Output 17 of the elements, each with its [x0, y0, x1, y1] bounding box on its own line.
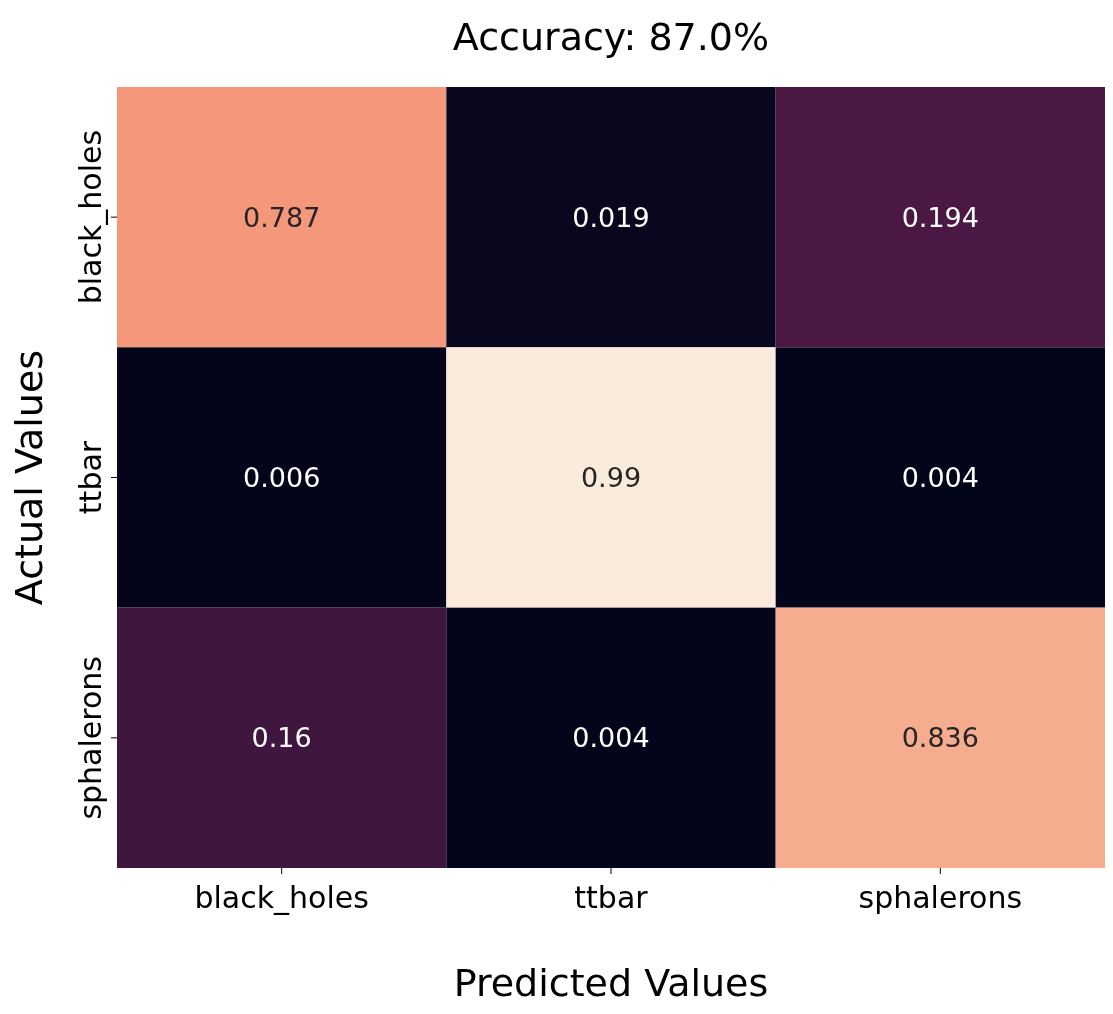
data-label: 0.16 — [251, 722, 312, 754]
x-tick-label: ttbar — [574, 880, 649, 915]
chart-title: Accuracy: 87.0% — [452, 15, 770, 59]
data-label: 0.004 — [572, 722, 650, 754]
data-label: 0.99 — [580, 461, 642, 493]
data-label: 0.836 — [901, 722, 979, 754]
x-tick-label: sphalerons — [858, 880, 1023, 915]
y-tick-label: black_holes — [73, 129, 108, 305]
y-tick-label: ttbar — [73, 440, 108, 515]
x-axis-title: Predicted Values — [453, 961, 769, 1005]
y-axis-title: Actual Values — [7, 349, 51, 606]
data-label: 0.194 — [901, 201, 979, 233]
x-tick-label: black_holes — [194, 880, 369, 915]
data-label: 0.004 — [901, 461, 979, 493]
data-label: 0.787 — [243, 201, 321, 233]
data-label: 0.019 — [572, 201, 650, 233]
data-label: 0.006 — [243, 461, 321, 493]
